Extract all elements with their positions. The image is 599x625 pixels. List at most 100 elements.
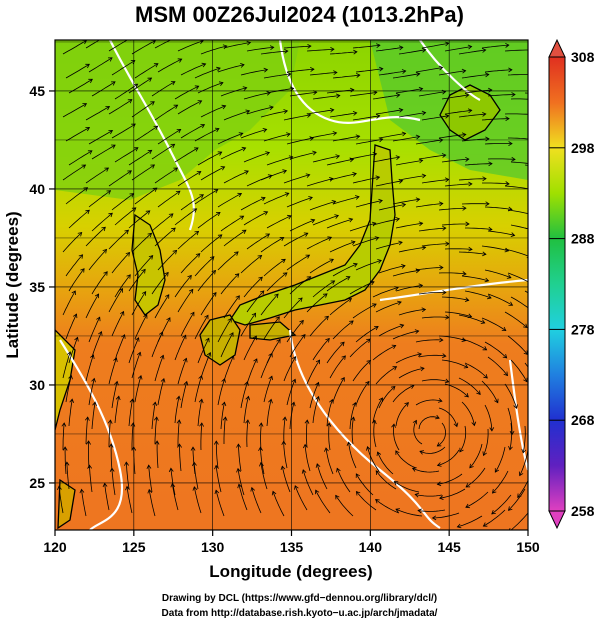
streamline: [104, 483, 110, 511]
streamline-arrowhead: [461, 132, 467, 138]
streamline-arrowhead: [511, 92, 516, 97]
streamline-arrowhead: [464, 297, 470, 302]
streamline: [217, 193, 242, 208]
streamline-arrowhead: [259, 461, 264, 467]
streamline-arrowhead: [370, 280, 375, 286]
streamline: [85, 293, 99, 319]
streamline: [336, 468, 351, 493]
streamline-arrowhead: [414, 492, 420, 498]
streamline: [372, 156, 400, 163]
streamline-arrowhead: [465, 483, 471, 488]
streamline: [481, 118, 510, 121]
streamline-arrowhead: [259, 290, 265, 295]
streamline-arrowhead: [353, 49, 358, 55]
streamline-arrowhead: [309, 136, 315, 141]
streamline: [349, 402, 356, 430]
streamline-arrowhead: [201, 62, 207, 68]
streamline-arrowhead: [354, 195, 360, 200]
streamline: [85, 40, 101, 49]
streamline: [375, 180, 403, 187]
streamline: [128, 210, 151, 229]
streamline: [394, 481, 420, 493]
streamline-arrowhead: [170, 482, 176, 488]
streamline-arrowhead: [483, 374, 488, 379]
streamline-arrowhead: [282, 416, 288, 421]
streamline: [177, 289, 194, 313]
streamline: [524, 164, 528, 166]
streamline: [507, 335, 528, 355]
streamline-arrowhead: [421, 307, 427, 313]
streamline-arrowhead: [310, 218, 316, 224]
x-axis: 120 125 130 135 140 145 150: [43, 530, 540, 555]
streamline: [398, 309, 426, 316]
streamline: [398, 112, 426, 118]
streamline-arrowhead: [468, 181, 473, 187]
y-tick-label: 30: [29, 377, 45, 393]
streamline-arrowhead: [376, 43, 381, 49]
streamline: [157, 129, 181, 145]
streamline-arrowhead: [303, 232, 309, 237]
streamline-arrowhead: [199, 422, 204, 427]
streamline: [200, 422, 203, 451]
streamline: [286, 254, 310, 271]
streamline: [375, 499, 400, 514]
streamline: [309, 72, 337, 76]
streamline-arrowhead: [482, 111, 487, 117]
streamline-arrowhead: [393, 481, 399, 486]
streamline-arrowhead: [74, 336, 79, 342]
streamline-arrowhead: [107, 57, 113, 62]
streamline: [193, 486, 202, 514]
streamline-arrowhead: [194, 147, 199, 152]
streamline: [154, 40, 172, 49]
streamline-arrowhead: [531, 137, 535, 141]
streamline: [441, 223, 469, 226]
streamline: [260, 50, 288, 55]
streamline: [395, 160, 423, 166]
streamline: [457, 515, 483, 528]
streamline: [355, 260, 382, 271]
streamline-arrowhead: [79, 488, 85, 494]
streamline: [418, 227, 446, 232]
streamline-arrowhead: [286, 72, 292, 77]
streamline: [108, 288, 123, 313]
streamline: [487, 94, 516, 97]
streamline-arrowhead: [334, 214, 340, 219]
streamline: [487, 293, 513, 306]
streamline: [134, 375, 142, 403]
streamline: [283, 441, 288, 469]
streamline: [272, 491, 285, 517]
streamline: [177, 358, 187, 385]
streamline-arrowhead: [355, 473, 360, 478]
streamline: [266, 399, 272, 427]
streamline-arrowhead: [302, 443, 308, 449]
streamline: [510, 224, 528, 230]
streamline-arrowhead: [126, 274, 131, 279]
streamline-arrowhead: [154, 440, 160, 445]
streamline: [392, 73, 420, 79]
streamline: [151, 402, 156, 430]
streamline: [367, 446, 380, 472]
korea-outline: [131, 213, 166, 316]
streamline-arrowhead: [378, 66, 384, 72]
streamline: [131, 164, 155, 181]
streamline: [88, 190, 111, 208]
streamline-arrowhead: [415, 268, 421, 274]
streamline-arrowhead: [461, 337, 467, 342]
streamline: [179, 444, 182, 472]
streamline: [437, 449, 460, 466]
streamline-arrowhead: [114, 380, 119, 386]
isotherm-contour: [379, 278, 528, 302]
streamline-arrowhead: [378, 198, 383, 204]
streamline: [223, 42, 251, 49]
streamline-arrowhead: [418, 158, 424, 164]
streamline-arrowhead: [194, 230, 200, 236]
streamline: [263, 258, 286, 277]
isotherm-contour: [419, 40, 481, 101]
streamline: [263, 376, 273, 403]
streamline-arrowhead: [518, 471, 524, 477]
streamline: [131, 291, 147, 316]
streamline-arrowhead: [355, 134, 361, 140]
streamline: [289, 276, 311, 295]
streamline-arrowhead: [182, 357, 188, 363]
streamline-arrowhead: [488, 161, 493, 167]
